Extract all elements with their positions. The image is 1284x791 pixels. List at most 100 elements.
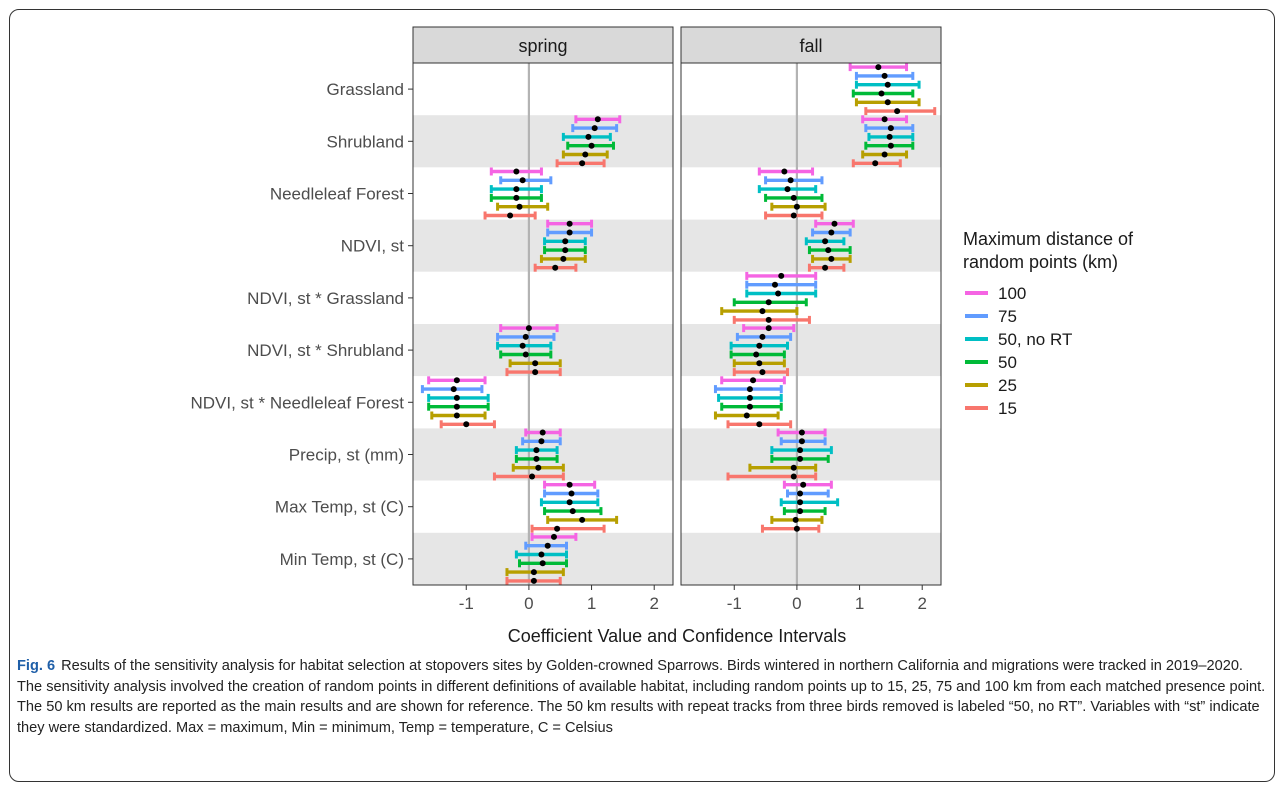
estimate-point bbox=[523, 352, 529, 358]
estimate-point bbox=[569, 491, 575, 497]
legend-title-line-2: random points (km) bbox=[963, 252, 1118, 272]
row-band bbox=[413, 324, 673, 376]
estimate-point bbox=[540, 560, 546, 566]
estimate-point bbox=[523, 334, 529, 340]
estimate-point bbox=[513, 195, 519, 201]
estimate-point bbox=[888, 143, 894, 149]
row-band bbox=[413, 63, 673, 115]
estimate-point bbox=[463, 421, 469, 427]
x-tick-label: 2 bbox=[649, 594, 658, 613]
x-tick-label: -1 bbox=[727, 594, 742, 613]
estimate-point bbox=[595, 116, 601, 122]
estimate-point bbox=[570, 508, 576, 514]
estimate-point bbox=[756, 421, 762, 427]
estimate-point bbox=[759, 334, 765, 340]
estimate-point bbox=[753, 352, 759, 358]
row-band bbox=[413, 115, 673, 167]
estimate-point bbox=[562, 238, 568, 244]
estimate-point bbox=[878, 91, 884, 97]
estimate-point bbox=[517, 204, 523, 210]
estimate-point bbox=[799, 438, 805, 444]
y-tick-label: Max Temp, st (C) bbox=[275, 498, 404, 517]
estimate-point bbox=[513, 186, 519, 192]
estimate-point bbox=[885, 82, 891, 88]
x-tick-label: 1 bbox=[855, 594, 864, 613]
x-tick-label: 0 bbox=[524, 594, 533, 613]
estimate-point bbox=[791, 213, 797, 219]
row-band bbox=[681, 376, 941, 428]
estimate-point bbox=[747, 395, 753, 401]
row-band bbox=[413, 428, 673, 480]
row-band bbox=[681, 428, 941, 480]
estimate-point bbox=[526, 325, 532, 331]
estimate-point bbox=[797, 508, 803, 514]
legend-label: 15 bbox=[998, 399, 1017, 418]
estimate-point bbox=[552, 265, 558, 271]
estimate-point bbox=[454, 404, 460, 410]
estimate-point bbox=[828, 230, 834, 236]
row-band bbox=[681, 115, 941, 167]
estimate-point bbox=[797, 447, 803, 453]
y-tick-label: Grassland bbox=[327, 80, 404, 99]
x-tick-label: 2 bbox=[917, 594, 926, 613]
estimate-point bbox=[797, 499, 803, 505]
x-axis-title: Coefficient Value and Confidence Interva… bbox=[508, 626, 847, 646]
estimate-point bbox=[785, 186, 791, 192]
estimate-point bbox=[885, 99, 891, 105]
row-band bbox=[413, 481, 673, 533]
estimate-point bbox=[567, 499, 573, 505]
estimate-point bbox=[535, 465, 541, 471]
estimate-point bbox=[531, 578, 537, 584]
estimate-point bbox=[538, 552, 544, 558]
estimate-point bbox=[454, 413, 460, 419]
panel-title-spring: spring bbox=[518, 36, 567, 56]
figure-label: Fig. 6 bbox=[17, 658, 55, 674]
estimate-point bbox=[532, 360, 538, 366]
estimate-point bbox=[887, 134, 893, 140]
y-tick-label: NDVI, st * Shrubland bbox=[247, 341, 404, 360]
estimate-point bbox=[759, 308, 765, 314]
estimate-point bbox=[793, 517, 799, 523]
y-tick-label: Precip, st (mm) bbox=[289, 446, 404, 465]
estimate-point bbox=[451, 386, 457, 392]
estimate-point bbox=[533, 456, 539, 462]
estimate-point bbox=[750, 377, 756, 383]
row-band bbox=[413, 220, 673, 272]
estimate-point bbox=[822, 265, 828, 271]
estimate-point bbox=[766, 325, 772, 331]
estimate-point bbox=[554, 526, 560, 532]
estimate-point bbox=[794, 526, 800, 532]
estimate-point bbox=[772, 282, 778, 288]
y-tick-label: Needleleaf Forest bbox=[270, 185, 404, 204]
estimate-point bbox=[531, 569, 537, 575]
row-band bbox=[681, 63, 941, 115]
panel-title-fall: fall bbox=[799, 36, 822, 56]
y-tick-label: Shrubland bbox=[326, 132, 404, 151]
estimate-point bbox=[540, 430, 546, 436]
estimate-point bbox=[791, 474, 797, 480]
legend-label: 50, no RT bbox=[998, 330, 1072, 349]
estimate-point bbox=[454, 377, 460, 383]
y-tick-label: NDVI, st * Grassland bbox=[247, 289, 404, 308]
estimate-point bbox=[797, 491, 803, 497]
estimate-point bbox=[538, 438, 544, 444]
row-band bbox=[681, 481, 941, 533]
y-tick-label: Min Temp, st (C) bbox=[280, 550, 404, 569]
estimate-point bbox=[882, 73, 888, 79]
estimate-point bbox=[831, 221, 837, 227]
estimate-point bbox=[882, 152, 888, 158]
estimate-point bbox=[579, 160, 585, 166]
figure-caption: Fig. 6 Results of the sensitivity analysi… bbox=[17, 656, 1267, 738]
estimate-point bbox=[875, 64, 881, 70]
row-band bbox=[681, 167, 941, 219]
estimate-point bbox=[872, 160, 878, 166]
estimate-point bbox=[507, 213, 513, 219]
estimate-point bbox=[533, 447, 539, 453]
estimate-point bbox=[454, 395, 460, 401]
x-tick-label: 0 bbox=[792, 594, 801, 613]
estimate-point bbox=[759, 369, 765, 375]
legend-label: 50 bbox=[998, 353, 1017, 372]
caption-text: Results of the sensitivity analysis for … bbox=[17, 658, 1265, 736]
estimate-point bbox=[567, 221, 573, 227]
estimate-point bbox=[828, 256, 834, 262]
